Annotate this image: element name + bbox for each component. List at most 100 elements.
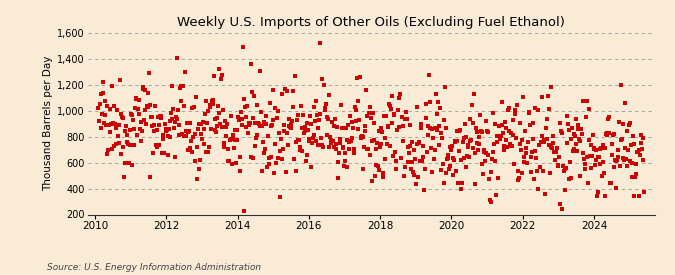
Point bbox=[257, 124, 268, 128]
Point bbox=[273, 130, 284, 135]
Point bbox=[546, 145, 557, 149]
Point bbox=[492, 134, 503, 138]
Point bbox=[146, 124, 157, 128]
Point bbox=[440, 170, 451, 175]
Point bbox=[564, 177, 575, 181]
Point bbox=[406, 140, 417, 144]
Point bbox=[475, 113, 485, 118]
Point bbox=[613, 148, 624, 153]
Point bbox=[224, 137, 235, 142]
Point bbox=[267, 88, 278, 92]
Point bbox=[566, 137, 576, 141]
Point bbox=[105, 122, 116, 126]
Point bbox=[163, 133, 173, 138]
Point bbox=[453, 181, 464, 185]
Point bbox=[470, 125, 481, 130]
Point bbox=[467, 146, 478, 150]
Point bbox=[260, 147, 271, 151]
Point bbox=[319, 82, 329, 87]
Point bbox=[197, 136, 208, 141]
Point bbox=[171, 114, 182, 119]
Point bbox=[518, 95, 529, 100]
Point bbox=[497, 122, 508, 127]
Point bbox=[144, 71, 155, 75]
Point bbox=[454, 129, 464, 133]
Point bbox=[274, 194, 285, 199]
Point bbox=[622, 128, 632, 133]
Point bbox=[360, 88, 371, 92]
Point bbox=[129, 143, 140, 147]
Point bbox=[443, 152, 454, 157]
Point bbox=[132, 106, 143, 111]
Point bbox=[545, 171, 556, 175]
Point bbox=[321, 102, 331, 106]
Point bbox=[183, 147, 194, 152]
Point bbox=[369, 138, 379, 142]
Point bbox=[352, 76, 362, 80]
Point bbox=[594, 155, 605, 159]
Point bbox=[494, 134, 505, 139]
Point bbox=[284, 124, 295, 128]
Point bbox=[264, 161, 275, 166]
Point bbox=[163, 127, 174, 131]
Point bbox=[441, 157, 452, 161]
Point bbox=[336, 126, 347, 130]
Point bbox=[626, 175, 637, 179]
Point bbox=[635, 141, 646, 145]
Point bbox=[308, 105, 319, 109]
Point bbox=[348, 151, 359, 155]
Point bbox=[125, 128, 136, 132]
Point bbox=[247, 155, 258, 160]
Point bbox=[416, 126, 427, 131]
Point bbox=[543, 94, 554, 98]
Point bbox=[172, 117, 183, 122]
Point bbox=[512, 169, 523, 174]
Point bbox=[542, 117, 553, 121]
Point bbox=[158, 136, 169, 141]
Point bbox=[231, 161, 242, 165]
Point bbox=[308, 133, 319, 137]
Point bbox=[500, 120, 510, 124]
Point bbox=[99, 99, 110, 103]
Point bbox=[601, 133, 612, 137]
Point bbox=[188, 105, 199, 109]
Point bbox=[365, 116, 376, 120]
Point bbox=[562, 122, 573, 127]
Point bbox=[624, 159, 635, 163]
Point bbox=[628, 133, 639, 138]
Point bbox=[383, 102, 394, 106]
Point bbox=[408, 170, 418, 174]
Point bbox=[176, 84, 186, 88]
Point bbox=[449, 139, 460, 144]
Point bbox=[386, 120, 397, 125]
Point bbox=[582, 99, 593, 103]
Point bbox=[344, 147, 354, 151]
Point bbox=[504, 141, 515, 146]
Point bbox=[529, 177, 539, 181]
Point bbox=[354, 75, 365, 79]
Point bbox=[173, 123, 184, 128]
Point bbox=[428, 136, 439, 140]
Point bbox=[351, 119, 362, 123]
Point bbox=[333, 176, 344, 180]
Point bbox=[286, 126, 297, 130]
Point bbox=[250, 136, 261, 140]
Point bbox=[554, 121, 565, 125]
Point bbox=[568, 147, 579, 152]
Point bbox=[523, 111, 534, 115]
Point bbox=[261, 114, 272, 118]
Point bbox=[137, 85, 148, 90]
Point bbox=[306, 141, 317, 145]
Point bbox=[533, 143, 544, 147]
Point bbox=[213, 104, 223, 108]
Point bbox=[327, 138, 338, 143]
Point bbox=[227, 133, 238, 137]
Point bbox=[273, 156, 284, 161]
Point bbox=[457, 180, 468, 185]
Point bbox=[340, 151, 350, 155]
Point bbox=[408, 148, 419, 152]
Point bbox=[596, 146, 607, 150]
Point bbox=[629, 194, 640, 199]
Point bbox=[318, 145, 329, 150]
Point bbox=[396, 156, 406, 161]
